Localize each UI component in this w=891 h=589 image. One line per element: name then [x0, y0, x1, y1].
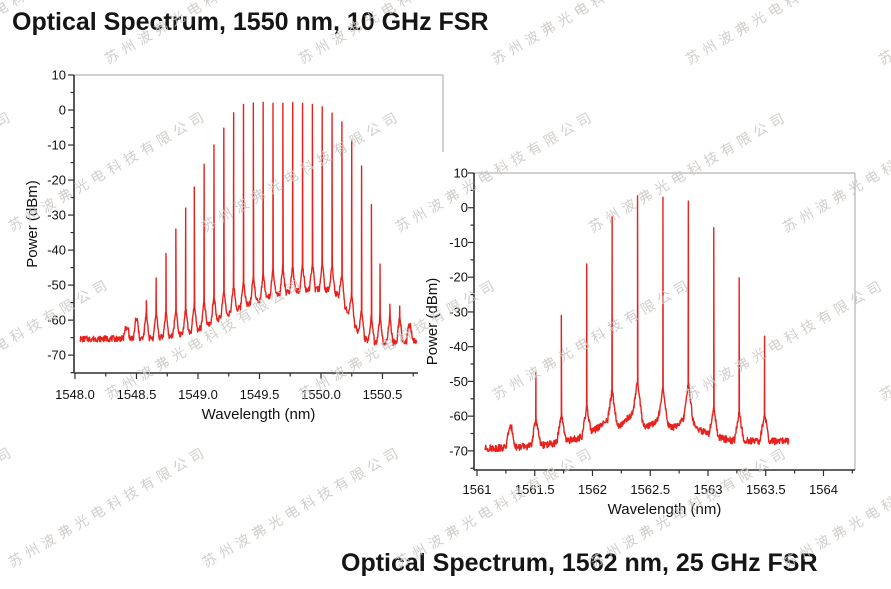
chart-1562-ytick-label: 10	[454, 166, 468, 181]
chart-1562-spectrum-trace	[484, 195, 790, 453]
chart-1550-ticks	[68, 74, 414, 379]
title-spectrum-1550: Optical Spectrum, 1550 nm, 10 GHz FSR	[12, 8, 489, 36]
chart-1550-spectrum-trace	[79, 101, 418, 346]
chart-1562-panel-background	[418, 152, 880, 532]
chart-1550-ytick-label: -30	[47, 208, 66, 223]
chart-1562-xtick-label: 1562	[578, 482, 607, 497]
chart-1550-xlabel: Wavelength (nm)	[202, 406, 316, 423]
chart-1562-xtick-label: 1561	[463, 482, 492, 497]
chart-1562-ytick-label: -70	[449, 443, 468, 458]
chart-1550-xtick-label: 1549.0	[178, 387, 218, 402]
chart-1550-tick-labels: 1548.0 1548.5 1549.0 1549.5 1550.0 1550.5 10 0 -…	[47, 68, 402, 403]
chart-1550-ytick-label: -50	[47, 278, 66, 293]
chart-1550-axes	[73, 75, 443, 374]
chart-1562-ylabel: Power (dBm)	[424, 278, 441, 366]
chart-1562-ytick-label: 0	[461, 200, 468, 215]
chart-1562-axes	[473, 173, 855, 471]
chart-1550-ytick-label: -40	[47, 243, 66, 258]
chart-1550-ytick-label: -70	[47, 348, 66, 363]
chart-1562-ytick-label: -30	[449, 304, 468, 319]
chart-1550-xtick-label: 1548.5	[117, 387, 157, 402]
chart-1562-xtick-label: 1563.5	[746, 482, 786, 497]
chart-1562-xtick-label: 1561.5	[515, 482, 555, 497]
chart-1562-xtick-label: 1564	[809, 482, 838, 497]
title-spectrum-1562: Optical Spectrum, 1562 nm, 25 GHz FSR	[341, 549, 818, 577]
chart-1562-ytick-label: -50	[449, 374, 468, 389]
chart-1562-frame	[474, 172, 856, 470]
chart-1550-ytick-label: -20	[47, 173, 66, 188]
chart-1562-ytick-label: -40	[449, 339, 468, 354]
chart-1562-xtick-label: 1563	[694, 482, 723, 497]
chart-1550-ylabel: Power (dBm)	[24, 180, 41, 268]
chart-1550-ytick-label: -10	[47, 138, 66, 153]
chart-1550-xtick-label: 1550.0	[301, 387, 341, 402]
chart-1550-xtick-label: 1549.5	[240, 387, 280, 402]
chart-1562-xtick-label: 1562.5	[630, 482, 670, 497]
chart-1550-ytick-label: 10	[52, 68, 66, 83]
chart-1550-ytick-label: 0	[59, 103, 66, 118]
chart-1550-xtick-label: 1550.5	[363, 387, 403, 402]
chart-1562-ticks	[468, 172, 853, 476]
chart-1562-tick-labels: 1561 1561.5 1562 1562.5 1563 1563.5 1564 10 0 -10…	[449, 166, 838, 498]
chart-1562-ytick-label: -10	[449, 235, 468, 250]
chart-1562-xlabel: Wavelength (nm)	[608, 501, 722, 518]
chart-1562-ytick-label: -60	[449, 409, 468, 424]
chart-1550-xtick-label: 1548.0	[55, 387, 95, 402]
chart-1550-ytick-label: -60	[47, 313, 66, 328]
chart-1562-ytick-label: -20	[449, 270, 468, 285]
